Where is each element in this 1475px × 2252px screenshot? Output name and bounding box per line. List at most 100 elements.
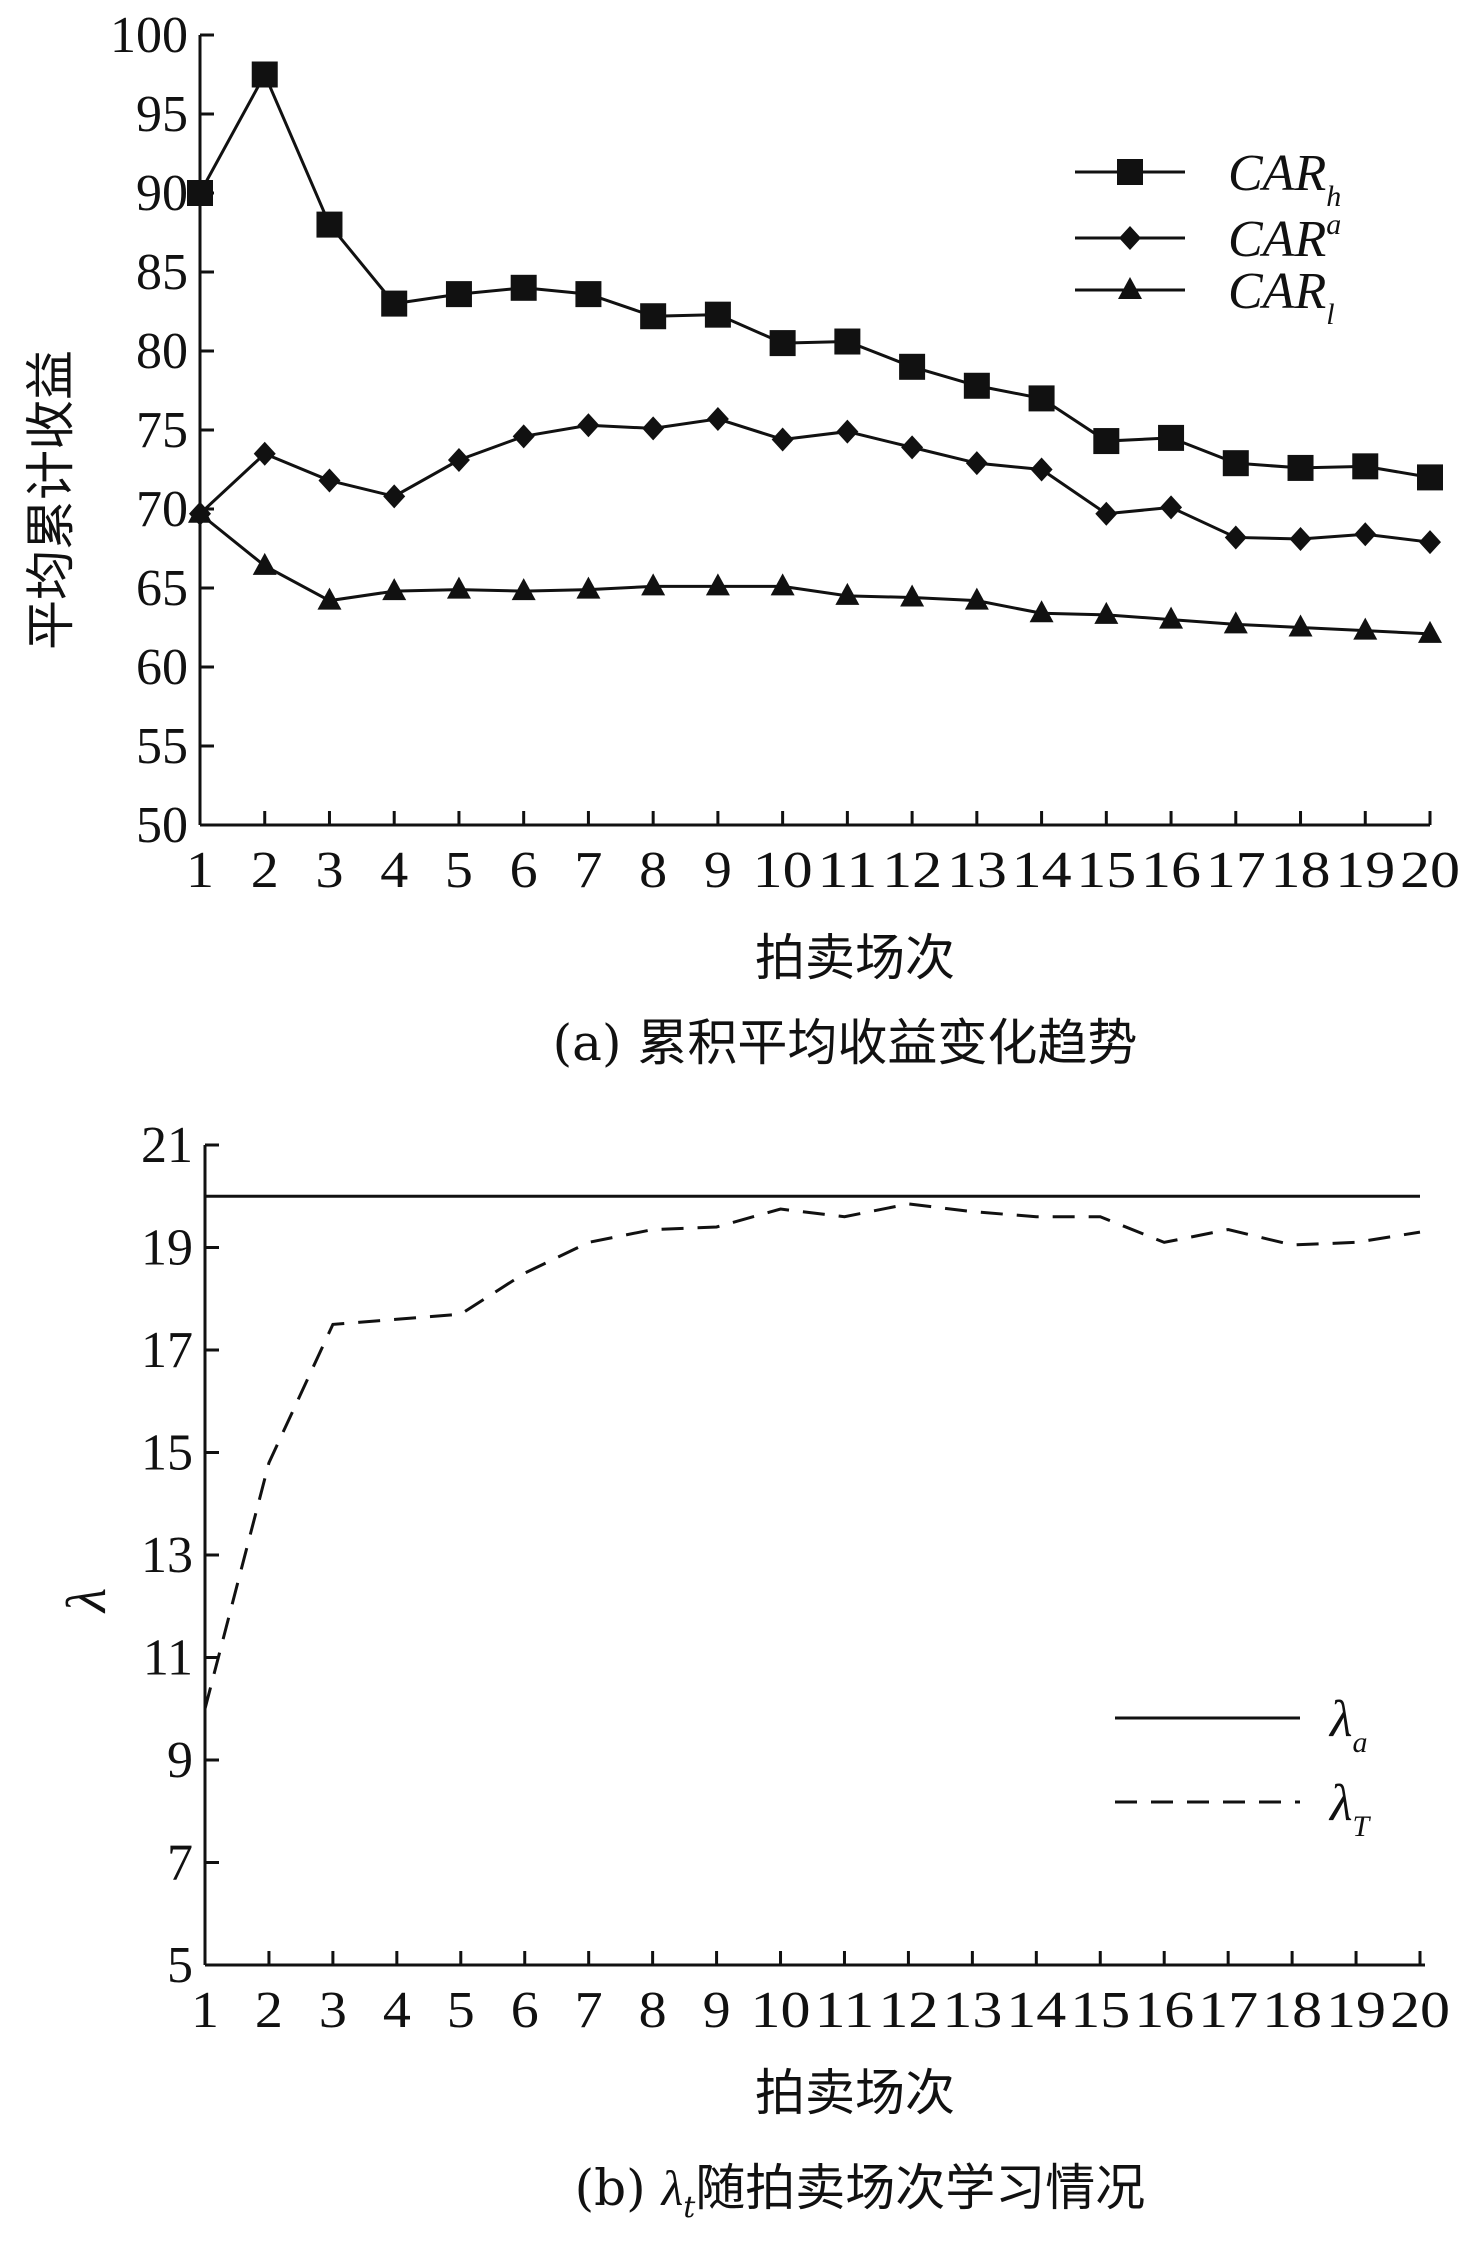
x-tick-label: 15 [1076,842,1136,899]
data-point-diamond [642,416,665,441]
x-tick-label: 7 [575,1982,603,2039]
data-point-triangle [641,573,666,596]
data-point-diamond [1224,525,1247,550]
data-point-square [251,61,278,88]
data-point-triangle [382,578,407,601]
x-tick-label: 3 [315,842,343,899]
data-point-square [316,211,343,238]
legend-label-base: CAR [1228,145,1326,202]
data-point-square [1352,453,1379,480]
x-tick-label: 16 [1134,1982,1194,2039]
data-point-diamond [577,413,600,438]
data-point-square [963,372,990,399]
y-tick-label: 90 [136,165,188,222]
chart-b-x-axis-title: 拍卖场次 [755,2064,955,2122]
legend-label-base: λ [1328,1775,1353,1832]
x-tick-label: 9 [703,1982,731,2039]
legend-marker-diamond [1119,226,1141,250]
data-point-diamond [512,424,535,449]
y-tick-label: 15 [141,1425,193,1482]
data-point-triangle [1288,614,1313,637]
data-point-diamond [836,419,859,444]
data-point-diamond [253,441,276,466]
y-tick-label: 100 [110,7,188,64]
data-point-diamond [447,448,470,473]
chart-a-marks [187,61,1443,643]
data-point-diamond [1289,527,1312,552]
y-tick-label: 9 [167,1732,193,1789]
data-point-triangle [1223,611,1248,634]
legend-label-2: CARl [1228,263,1335,331]
legend-label-base: CAR [1228,263,1326,320]
data-point-triangle [252,552,277,575]
y-tick-label: 80 [136,323,188,380]
y-tick-label: 95 [136,86,188,143]
y-tick-label: 5 [167,1937,193,1994]
chart-b-caption-subscript: t [683,2190,696,2225]
data-point-diamond [771,427,794,452]
legend-label-1: CARa [1228,208,1341,268]
legend-marker-triangle [1118,277,1142,299]
data-point-square [1417,464,1443,491]
x-tick-label: 7 [574,842,602,899]
x-tick-label: 1 [186,842,214,899]
x-tick-label: 19 [1335,842,1395,899]
data-point-square [1158,424,1185,451]
x-tick-label: 11 [814,1982,874,2039]
y-tick-label: 17 [141,1322,193,1379]
data-point-diamond [706,406,729,431]
x-tick-label: 6 [511,1982,539,2039]
data-point-square [769,330,796,357]
data-point-square [1093,428,1120,455]
x-tick-label: 2 [251,842,279,899]
x-tick-label: 11 [817,842,877,899]
x-tick-label: 9 [704,842,732,899]
chart-a-caption: (a) 累积平均收益变化趋势 [553,1014,1138,1072]
x-tick-label: 13 [942,1982,1002,2039]
chart-b-y-axis-title: λ [56,1588,118,1614]
x-tick-label: 17 [1198,1982,1258,2039]
series-line-1 [198,417,1431,544]
y-tick-label: 7 [167,1835,193,1892]
legend-label-1: λT [1328,1775,1372,1843]
chart-b-marks [203,1194,1421,1710]
x-tick-label: 18 [1262,1982,1322,2039]
legend-label-subscript: h [1326,180,1341,213]
data-point-triangle [835,582,860,605]
chart-a-y-axis-title: 平均累计收益 [22,350,80,650]
y-tick-label: 21 [141,1117,193,1174]
data-point-triangle [900,584,925,607]
data-point-diamond [1030,457,1053,482]
x-tick-label: 2 [255,1982,283,2039]
chart-b-caption-rest: 随拍卖场次学习情况 [695,2159,1145,2217]
x-tick-label: 4 [380,842,408,899]
x-tick-label: 10 [753,842,813,899]
data-point-triangle [705,573,730,596]
data-point-square [510,274,537,301]
series-line-1 [203,1202,1421,1710]
legend-label-subscript: T [1353,1810,1372,1843]
y-tick-label: 11 [143,1630,193,1687]
data-point-diamond [1095,501,1118,526]
x-tick-label: 5 [445,842,473,899]
y-tick-label: 19 [141,1220,193,1277]
data-point-triangle [1094,601,1119,624]
x-tick-label: 14 [1012,842,1072,899]
x-tick-label: 4 [383,1982,411,2039]
data-point-diamond [1419,530,1441,555]
legend-label-subscript: l [1326,298,1334,331]
legend-marker-square [1117,159,1143,185]
x-tick-label: 18 [1271,842,1331,899]
x-tick-label: 16 [1141,842,1201,899]
x-tick-label: 8 [639,1982,667,2039]
data-point-square [704,301,731,328]
x-tick-label: 17 [1206,842,1266,899]
legend-label-base: CAR [1228,211,1326,268]
data-point-triangle [1418,620,1442,643]
